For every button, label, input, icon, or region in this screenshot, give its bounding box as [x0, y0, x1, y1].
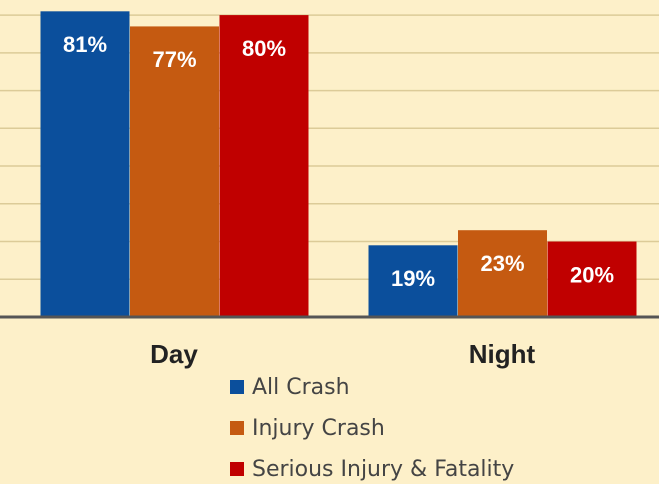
bar — [40, 11, 130, 317]
x-tick-label: Day — [150, 339, 198, 369]
value-label: 80% — [242, 36, 286, 61]
bar — [130, 26, 219, 318]
bar — [458, 230, 547, 317]
bar — [368, 245, 458, 317]
value-label: 77% — [152, 47, 196, 72]
legend-label: Injury Crash — [252, 416, 385, 441]
bar — [547, 241, 637, 317]
value-label: 23% — [480, 251, 524, 276]
legend-swatch — [230, 462, 244, 476]
value-label: 19% — [391, 266, 435, 291]
legend-label: All Crash — [252, 375, 350, 400]
legend-swatch — [230, 380, 244, 394]
legend-swatch — [230, 421, 244, 435]
value-label: 20% — [570, 262, 614, 287]
bar — [219, 15, 309, 317]
value-label: 81% — [63, 32, 107, 57]
legend-label: Serious Injury & Fatality — [252, 457, 514, 482]
x-tick-label: Night — [469, 339, 536, 369]
